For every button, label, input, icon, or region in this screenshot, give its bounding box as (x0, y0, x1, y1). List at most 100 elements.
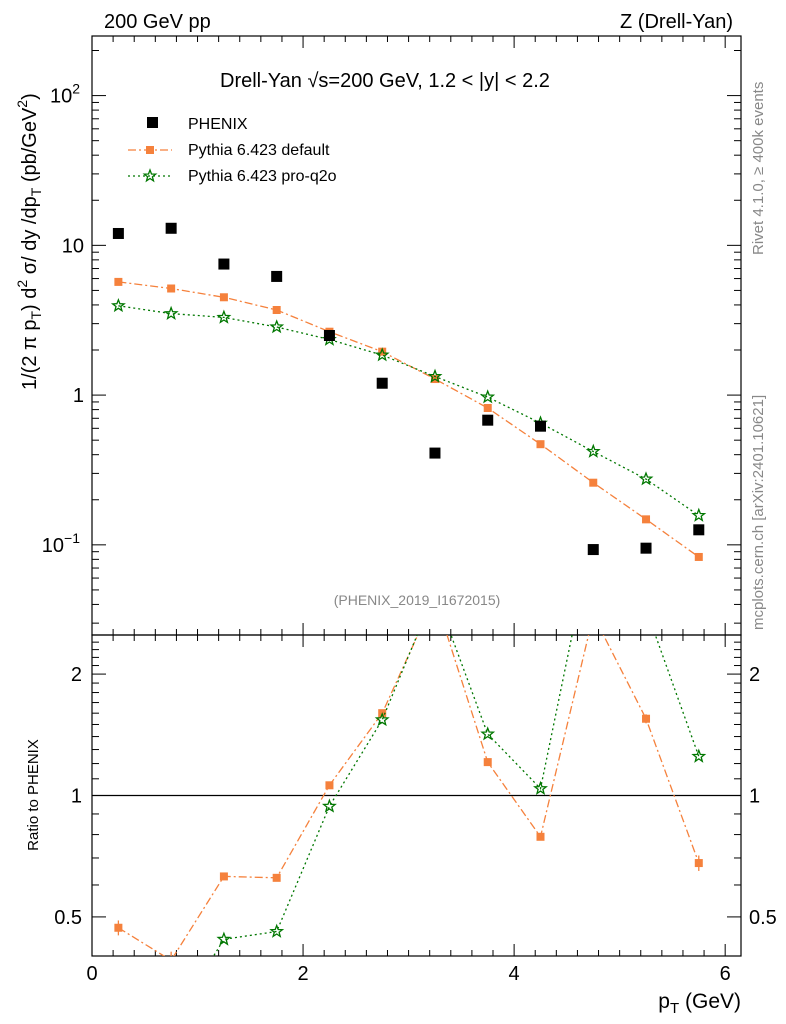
title-sqrt: √s (307, 70, 328, 92)
main-pythia-proq2o-series (110, 297, 707, 522)
legend-label-proq2o: Pythia 6.423 pro-q2o (188, 168, 337, 185)
ratio-ylabel: Ratio to PHENIX (25, 739, 42, 851)
ylabel-sup-4: 2 (14, 100, 30, 108)
rivet-version-label: Rivet 4.1.0, ≥ 400k events (750, 82, 767, 255)
title-suffix: =200 GeV, 1.2 < |y| < 2.2 (328, 70, 549, 92)
ylabel-sub-3: T (28, 187, 44, 196)
xlabel: pT (GeV) (658, 990, 741, 1017)
xlabel-main: p (658, 990, 670, 1013)
ratio-ytick-label-left: 2 (71, 664, 82, 686)
xlabel-sub: T (670, 1000, 679, 1017)
ratio-pythia-default-point (589, 611, 597, 619)
ratio-pythia-default-point (694, 859, 703, 868)
ratio-pythia-proq2o-point (533, 780, 548, 796)
main-series (110, 222, 707, 561)
ratio-pythia-default-point (325, 781, 334, 790)
legend-marker-proq2o (142, 168, 158, 183)
ratio-ytick-label-left: 0.5 (54, 907, 82, 929)
main-ytick-label: 10 (62, 235, 84, 257)
ylabel-part-2: ) d (19, 288, 41, 311)
ratio-series (113, 526, 707, 1024)
main-ytick-label: 102 (50, 81, 80, 108)
ratio-pythia-proq2o-point (588, 526, 599, 537)
main-phenix-point (482, 414, 494, 426)
ratio-ytick-label-right: 0.5 (749, 907, 777, 929)
ratio-pythia-default-point (167, 956, 175, 964)
ratio-pythia-proq2o-series (113, 526, 707, 1024)
main-phenix-point (271, 270, 283, 282)
main-pythia-default-point (219, 293, 228, 302)
main-pythia-proq2o-point (374, 347, 390, 362)
main-pythia-proq2o-point (110, 297, 126, 313)
ratio-ytick-label-right: 1 (749, 786, 760, 808)
analysis-id-label: (PHENIX_2019_I1672015) (334, 592, 501, 608)
main-pythia-proq2o-point (480, 389, 496, 404)
main-pythia-proq2o-point (691, 507, 707, 522)
legend-marker-phenix (147, 117, 158, 128)
ratio-pythia-default-point (114, 923, 123, 932)
ratio-pythia-proq2o-point (216, 931, 232, 946)
title-prefix: Drell-Yan (220, 70, 307, 92)
main-pythia-default-point (536, 440, 545, 449)
header-right: Z (Drell-Yan) (620, 11, 733, 33)
main-pythia-default-point (483, 403, 492, 412)
ratio-pythia-default-point (642, 714, 651, 723)
xtick-label: 4 (509, 963, 520, 985)
legend: PHENIX Pythia 6.423 default Pythia 6.423… (128, 116, 337, 185)
ylabel-sup-2: 2 (14, 280, 30, 288)
ratio-pythia-default-line (118, 635, 700, 956)
main-pythia-default-line (118, 281, 700, 558)
header-left: 200 GeV pp (104, 11, 211, 33)
ratio-pythia-proq2o-point (113, 984, 124, 995)
xtick-label: 0 (86, 963, 97, 985)
ylabel-part-5: ) (19, 93, 41, 100)
ylabel-part-1: 1/(2 π p (19, 320, 41, 391)
ratio-pythia-default-point (483, 758, 492, 767)
main-phenix-point (693, 524, 705, 536)
main-phenix-series (112, 222, 705, 556)
ratio-pythia-proq2o-point (640, 603, 651, 614)
main-pythia-proq2o-point (427, 368, 443, 383)
legend-marker-default (146, 146, 154, 154)
ylabel-part-3: σ/ dy /dp (19, 196, 41, 280)
main-phenix-point (429, 447, 441, 459)
main-pythia-default-point (272, 306, 281, 315)
main-pythia-default-point (589, 478, 598, 487)
main-pythia-default-point (167, 284, 176, 293)
ylabel-sub-1: T (28, 311, 44, 320)
main-ticks (91, 36, 741, 635)
main-ytick-label: 1 (73, 385, 84, 407)
ratio-pythia-proq2o-point (691, 748, 707, 763)
main-ytick-labels: 10−1 1 10 102 (42, 81, 84, 557)
main-phenix-point (112, 227, 124, 239)
main-phenix-point (534, 420, 546, 432)
main-pythia-default-point (642, 515, 651, 524)
main-pythia-proq2o-point (638, 471, 654, 486)
ratio-pythia-proq2o-point (321, 798, 337, 813)
ratio-pythia-proq2o-point (480, 726, 496, 741)
main-ytick-label: 10−1 (42, 530, 80, 557)
legend-label-phenix: PHENIX (188, 116, 248, 133)
main-ylabel: 1/(2 π pT) d2 σ/ dy /dpT (pb/GeV2) (14, 93, 44, 390)
main-panel: 10−1 1 10 102 Drell-Yan √s=200 GeV, 1.2 < |… (14, 35, 742, 636)
main-pythia-proq2o-point (163, 305, 179, 321)
main-pythia-default-point (378, 347, 387, 356)
ratio-ytick-label-right: 2 (749, 664, 760, 686)
main-phenix-point (587, 544, 599, 556)
xtick-label: 2 (297, 963, 308, 985)
ratio-ticks (91, 635, 741, 957)
main-pythia-proq2o-point (216, 309, 232, 324)
main-pythia-default-point (694, 552, 703, 561)
main-pythia-default-point (114, 277, 123, 286)
ylabel-part-4: (pb/GeV (19, 107, 41, 188)
ratio-pythia-proq2o-point (374, 712, 390, 727)
ratio-panel: 0.5 0.5 1 1 2 2 0 2 4 6 Ratio to PHENIX pT (GeV) (25, 526, 777, 1024)
main-pythia-default-series (114, 277, 703, 561)
main-phenix-point (376, 377, 388, 389)
mcplots-label: mcplots.cern.ch [arXiv:2401.10621] (750, 395, 767, 630)
ratio-pythia-proq2o-point (165, 1019, 177, 1024)
ratio-pythia-default-point (536, 832, 545, 841)
legend-label-default: Pythia 6.423 default (188, 142, 330, 159)
ratio-tick-labels: 0.5 0.5 1 1 2 2 0 2 4 6 (54, 664, 777, 985)
